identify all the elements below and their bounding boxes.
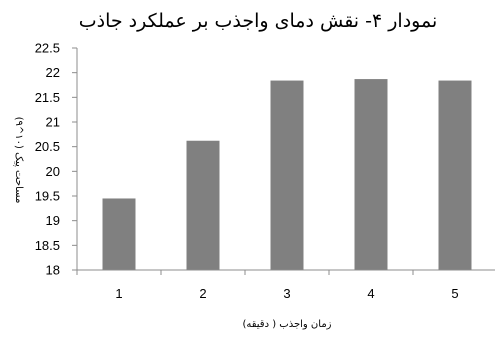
x-tick-label: 3 <box>283 286 290 301</box>
x-tick-label: 5 <box>451 286 458 301</box>
y-tick-label: 19 <box>46 213 60 228</box>
x-axis-ticks: 1 2 3 4 5 <box>76 270 459 301</box>
y-tick-label: 21.5 <box>35 90 60 105</box>
x-tick-label: 4 <box>367 286 374 301</box>
y-axis-label: مساحت پیک (۱۰^۹) <box>13 117 24 204</box>
y-tick-label: 20 <box>46 164 60 179</box>
bar-1 <box>102 198 136 270</box>
x-tick-label: 1 <box>115 286 122 301</box>
y-tick-label: 20.5 <box>35 139 60 154</box>
y-tick-label: 21 <box>46 115 60 130</box>
bar-5 <box>438 80 472 270</box>
bars <box>102 79 472 270</box>
x-axis-label: زمان واجذب ( دقیقه) <box>242 319 331 330</box>
bar-4 <box>354 79 388 270</box>
y-tick-label: 18.5 <box>35 238 60 253</box>
y-tick-label: 19.5 <box>35 189 60 204</box>
y-tick-label: 22.5 <box>35 41 60 56</box>
y-tick-label: 18 <box>46 263 60 278</box>
chart-title: نمودار ۴- نقش دمای واجذب بر عملکرد جاذب <box>79 10 438 32</box>
bar-3 <box>270 80 304 270</box>
y-tick-label: 22 <box>46 65 60 80</box>
x-tick-label: 2 <box>199 286 206 301</box>
y-axis-ticks: 18 18.5 19 19.5 20 20.5 21 21.5 22 22.5 <box>35 41 77 278</box>
bar-2 <box>186 140 220 270</box>
